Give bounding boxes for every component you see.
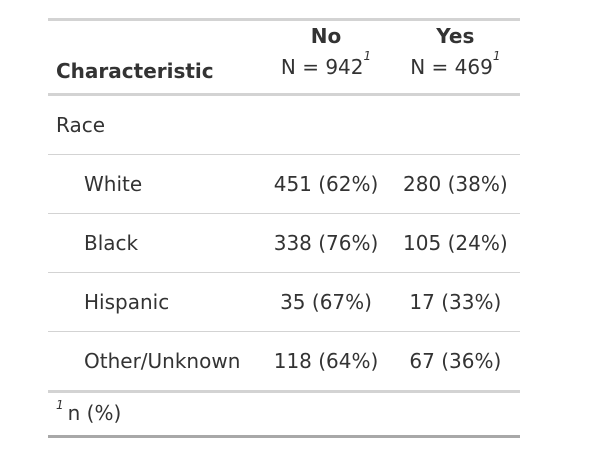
group-header-yes: Yes N = 4691 (390, 18, 520, 96)
cell-yes: 67 (36%) (390, 331, 520, 392)
table-body: Race White 451 (62%) 280 (38%) Black 338… (48, 95, 520, 392)
cell-yes: 17 (33%) (390, 272, 520, 332)
table-row: White 451 (62%) 280 (38%) (48, 154, 520, 214)
footnote-mark: 1 (363, 49, 372, 63)
cell-no: 451 (62%) (261, 154, 391, 214)
cell-yes: 105 (24%) (390, 213, 520, 273)
cell-no: 35 (67%) (261, 272, 391, 332)
table-row: Black 338 (76%) 105 (24%) (48, 213, 520, 273)
section-label: Race (56, 113, 106, 137)
summary-table: Characteristic No N = 9421 Yes N = 4691 … (48, 18, 520, 438)
group-n-no: N = 9421 (267, 49, 384, 83)
table-row: Hispanic 35 (67%) 17 (33%) (48, 272, 520, 332)
header-row: Characteristic No N = 9421 Yes N = 4691 (48, 18, 520, 96)
cell-yes: 280 (38%) (390, 154, 520, 214)
row-label: White (48, 154, 262, 214)
cell-no: 338 (76%) (261, 213, 391, 273)
summary-table-container: Characteristic No N = 9421 Yes N = 4691 … (48, 18, 520, 438)
group-n-no-text: N = 942 (280, 55, 364, 79)
table-cell (391, 95, 520, 155)
section-row-race: Race (48, 95, 520, 155)
row-label: Other/Unknown (48, 331, 262, 392)
group-name-yes: Yes (436, 24, 475, 48)
footnote-mark: 1 (56, 398, 64, 412)
footnote-mark: 1 (492, 49, 501, 63)
cell-no: 118 (64%) (261, 331, 391, 392)
row-label: Black (48, 213, 262, 273)
table-cell (261, 95, 390, 155)
footnote-text: n (%) (67, 401, 122, 425)
table-header: Characteristic No N = 9421 Yes N = 4691 (48, 18, 520, 96)
group-n-yes: N = 4691 (397, 49, 514, 83)
characteristic-header: Characteristic (48, 18, 262, 96)
table-row: Other/Unknown 118 (64%) 67 (36%) (48, 331, 520, 392)
group-name-no: No (310, 24, 342, 48)
group-n-yes-text: N = 469 (410, 55, 493, 79)
group-header-no: No N = 9421 (261, 18, 391, 96)
row-label: Hispanic (48, 272, 262, 332)
